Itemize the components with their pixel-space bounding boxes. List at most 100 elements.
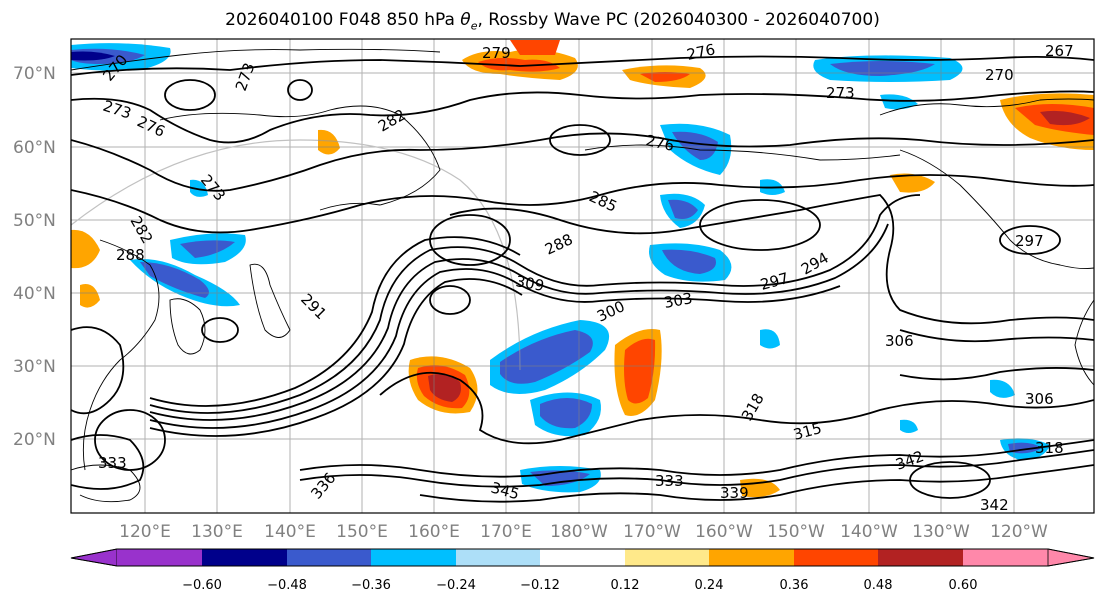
title-prefix: 2026040100 F048 850 hPa <box>225 10 461 30</box>
lat-axis: 70°N 60°N 50°N 40°N 30°N 20°N <box>13 64 56 450</box>
shade-blob <box>318 129 340 155</box>
colorbar-tick: 0.60 <box>949 578 978 593</box>
lon-label: 160°W <box>695 522 753 542</box>
colorbar-segment <box>540 549 625 566</box>
contour-line <box>419 464 1094 503</box>
shade-blob <box>668 199 698 219</box>
shade-blob <box>478 57 560 72</box>
contour-line <box>71 132 1094 192</box>
colorbar-segment <box>371 549 456 566</box>
contour-line <box>71 326 125 415</box>
colorbar-tick: 0.36 <box>780 578 809 593</box>
colorbar-segment <box>625 549 709 566</box>
shade-blob <box>900 419 918 433</box>
title-subscript: e <box>470 19 478 33</box>
shade-blob <box>500 330 593 384</box>
contour-label: 270 <box>985 66 1014 84</box>
contour-line <box>299 449 1094 488</box>
contour-line <box>379 371 1094 445</box>
title-suffix: , Rossby Wave PC (2026040300 - 202604070… <box>477 10 880 30</box>
contour-label: 303 <box>663 289 694 312</box>
contour-line <box>71 55 1094 76</box>
colorbar-segment <box>709 549 794 566</box>
lat-label: 40°N <box>13 284 56 304</box>
colorbar-segment <box>117 549 202 566</box>
contour-line <box>71 434 145 490</box>
colorbar-segment <box>70 548 118 567</box>
shade-blob <box>662 249 716 274</box>
lon-label: 140°W <box>840 522 898 542</box>
lon-label: 120°E <box>119 522 171 542</box>
colorbar-tick: 0.48 <box>864 578 893 593</box>
contour-label: 267 <box>1045 42 1074 60</box>
contour-line <box>899 329 1094 343</box>
lon-label: 160°E <box>408 522 460 542</box>
colorbar-segment <box>202 549 287 566</box>
colorbar-tick: −0.48 <box>267 578 307 593</box>
contour-loop <box>429 285 471 315</box>
coastline <box>159 105 441 211</box>
coastline <box>71 464 141 503</box>
contour-label: 306 <box>1025 390 1054 408</box>
colorbar-segment <box>878 549 963 566</box>
colorbar-segment <box>794 549 878 566</box>
shade-blob <box>990 379 1015 398</box>
colorbar-segment <box>1047 548 1095 567</box>
lat-label: 60°N <box>13 138 56 158</box>
colorbar-tick: −0.12 <box>520 578 560 593</box>
contour-label: 333 <box>655 472 684 490</box>
coastline <box>899 149 1094 270</box>
contour-line <box>299 439 1094 478</box>
colorbar-outline <box>70 548 1095 567</box>
lon-label: 150°E <box>336 522 388 542</box>
contour-label: 276 <box>685 40 717 64</box>
contour-label: 342 <box>980 496 1009 514</box>
colorbar-tick: −0.60 <box>182 578 222 593</box>
contour-label: 297 <box>1015 232 1044 250</box>
lon-label: 180°W <box>550 522 608 542</box>
coastline <box>1074 299 1094 386</box>
coastline <box>584 144 901 161</box>
contour-loop <box>909 461 991 499</box>
lon-label: 150°W <box>767 522 825 542</box>
shade-blob <box>624 338 656 404</box>
colorbar-tick: −0.36 <box>351 578 391 593</box>
contour-line <box>149 223 889 421</box>
contour-label: 339 <box>720 484 749 502</box>
lon-label: 120°W <box>990 522 1048 542</box>
contour-loop <box>201 317 239 343</box>
coastline <box>82 239 160 471</box>
shade-blob <box>830 61 935 76</box>
contour-line <box>449 194 1094 325</box>
map-title: 2026040100 F048 850 hPa θe, Rossby Wave … <box>0 10 1105 32</box>
contour-loop <box>287 79 313 101</box>
lon-label: 130°W <box>912 522 970 542</box>
contour-label: 276 <box>644 131 676 155</box>
lon-label: 130°E <box>191 522 243 542</box>
shade-blob <box>880 94 918 110</box>
shade-blob <box>80 284 100 308</box>
lon-label: 140°E <box>264 522 316 542</box>
contour-loop <box>94 409 166 471</box>
title-theta: θ <box>460 10 471 30</box>
contour-label: 288 <box>116 246 145 264</box>
contour-line <box>149 278 523 437</box>
shade-blob <box>140 262 209 298</box>
colorbar-segment <box>456 549 540 566</box>
shade-blob <box>672 131 718 160</box>
contour-label: 306 <box>885 332 914 350</box>
colorbar: −0.60 −0.48 −0.36 −0.24 −0.12 0.12 0.24 … <box>70 548 1095 593</box>
lat-label: 20°N <box>13 430 56 450</box>
colorbar-segment <box>963 549 1048 566</box>
shade-blob <box>180 240 235 258</box>
lon-axis: 120°E 130°E 140°E 150°E 160°E 170°E 180°… <box>119 522 1048 542</box>
lat-label: 50°N <box>13 211 56 231</box>
shade-blob <box>510 40 560 55</box>
contour-label: 318 <box>1035 439 1064 457</box>
contour-line <box>149 268 841 429</box>
lon-label: 170°W <box>623 522 681 542</box>
contour-label: 309 <box>514 272 545 295</box>
contour-loop <box>164 79 216 111</box>
colorbar-segment <box>287 549 371 566</box>
